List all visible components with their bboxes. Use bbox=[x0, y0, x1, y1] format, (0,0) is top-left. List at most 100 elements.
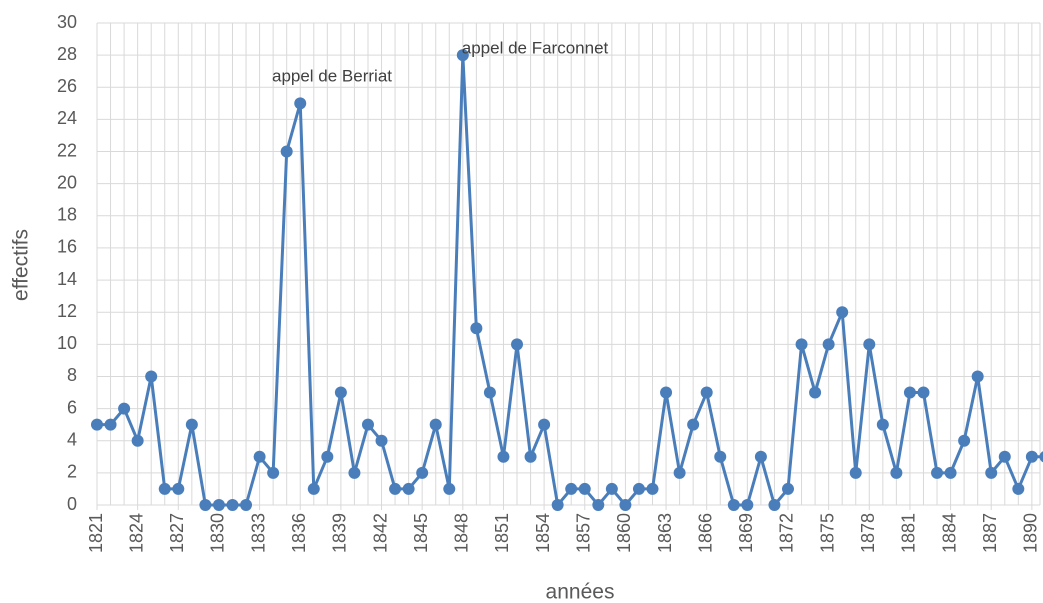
y-tick-label: 26 bbox=[57, 76, 77, 96]
marker bbox=[524, 450, 537, 463]
marker bbox=[1012, 482, 1025, 495]
y-tick-label: 12 bbox=[57, 301, 77, 321]
marker bbox=[795, 338, 808, 351]
marker bbox=[307, 482, 320, 495]
marker bbox=[944, 466, 957, 479]
x-tick-label: 1878 bbox=[858, 513, 878, 553]
marker bbox=[240, 499, 253, 511]
y-tick-label: 18 bbox=[57, 205, 77, 225]
y-tick-label: 20 bbox=[57, 172, 77, 192]
x-tick-label: 1890 bbox=[1021, 513, 1041, 553]
marker bbox=[646, 482, 659, 495]
x-tick-label: 1863 bbox=[655, 513, 675, 553]
marker bbox=[619, 499, 632, 511]
marker bbox=[104, 418, 117, 431]
marker bbox=[375, 434, 388, 447]
y-tick-label: 10 bbox=[57, 333, 77, 353]
marker bbox=[456, 49, 469, 62]
marker bbox=[890, 466, 903, 479]
x-tick-label: 1842 bbox=[370, 513, 390, 553]
y-tick-label: 14 bbox=[57, 269, 77, 289]
marker bbox=[971, 370, 984, 383]
marker bbox=[660, 386, 673, 399]
x-tick-label: 1860 bbox=[614, 513, 634, 553]
marker bbox=[768, 499, 781, 511]
marker bbox=[497, 450, 510, 463]
annotation: appel de Berriat bbox=[272, 66, 392, 85]
marker bbox=[700, 386, 713, 399]
x-tick-label: 1869 bbox=[736, 513, 756, 553]
y-tick-label: 28 bbox=[57, 44, 77, 64]
y-tick-label: 0 bbox=[67, 494, 77, 514]
x-tick-label: 1845 bbox=[411, 513, 431, 553]
marker bbox=[565, 482, 578, 495]
marker bbox=[334, 386, 347, 399]
x-tick-label: 1872 bbox=[777, 513, 797, 553]
marker bbox=[998, 450, 1011, 463]
x-tick-label: 1884 bbox=[939, 513, 959, 553]
marker bbox=[809, 386, 822, 399]
marker bbox=[781, 482, 794, 495]
y-tick-label: 30 bbox=[57, 12, 77, 32]
x-tick-label: 1881 bbox=[899, 513, 919, 553]
x-tick-label: 1848 bbox=[452, 513, 472, 553]
annotation: appel de Farconnet bbox=[462, 38, 609, 57]
marker bbox=[443, 482, 456, 495]
marker bbox=[917, 386, 930, 399]
y-axis-label: effectifs bbox=[10, 229, 33, 301]
marker bbox=[402, 482, 415, 495]
marker bbox=[754, 450, 767, 463]
marker bbox=[1025, 450, 1038, 463]
marker bbox=[348, 466, 361, 479]
marker bbox=[253, 450, 266, 463]
x-tick-label: 1875 bbox=[817, 513, 837, 553]
y-tick-label: 8 bbox=[67, 365, 77, 385]
marker bbox=[294, 97, 307, 110]
x-tick-label: 1851 bbox=[492, 513, 512, 553]
marker bbox=[416, 466, 429, 479]
x-tick-label: 1836 bbox=[289, 513, 309, 553]
x-tick-label: 1866 bbox=[695, 513, 715, 553]
marker bbox=[511, 338, 524, 351]
x-tick-label: 1830 bbox=[208, 513, 228, 553]
x-tick-label: 1827 bbox=[167, 513, 187, 553]
marker bbox=[389, 482, 402, 495]
marker bbox=[131, 434, 144, 447]
marker bbox=[470, 322, 483, 335]
x-axis-label: années bbox=[546, 581, 615, 603]
marker bbox=[267, 466, 280, 479]
marker bbox=[226, 499, 239, 511]
marker bbox=[592, 499, 605, 511]
marker bbox=[903, 386, 916, 399]
y-tick-label: 6 bbox=[67, 397, 77, 417]
marker bbox=[538, 418, 551, 431]
marker bbox=[727, 499, 740, 511]
marker bbox=[185, 418, 198, 431]
marker bbox=[212, 499, 225, 511]
x-tick-label: 1839 bbox=[330, 513, 350, 553]
marker bbox=[578, 482, 591, 495]
marker bbox=[673, 466, 686, 479]
marker bbox=[145, 370, 158, 383]
marker bbox=[836, 306, 849, 319]
marker bbox=[632, 482, 645, 495]
marker bbox=[429, 418, 442, 431]
marker bbox=[876, 418, 889, 431]
marker bbox=[321, 450, 334, 463]
marker bbox=[199, 499, 212, 511]
marker bbox=[483, 386, 496, 399]
marker bbox=[118, 402, 131, 415]
marker bbox=[741, 499, 754, 511]
y-tick-label: 22 bbox=[57, 140, 77, 160]
marker bbox=[958, 434, 971, 447]
marker bbox=[1039, 451, 1043, 463]
marker bbox=[849, 466, 862, 479]
marker bbox=[931, 466, 944, 479]
marker bbox=[280, 145, 293, 158]
marker bbox=[551, 499, 564, 511]
y-tick-label: 4 bbox=[67, 429, 77, 449]
marker bbox=[985, 466, 998, 479]
marker bbox=[863, 338, 876, 351]
